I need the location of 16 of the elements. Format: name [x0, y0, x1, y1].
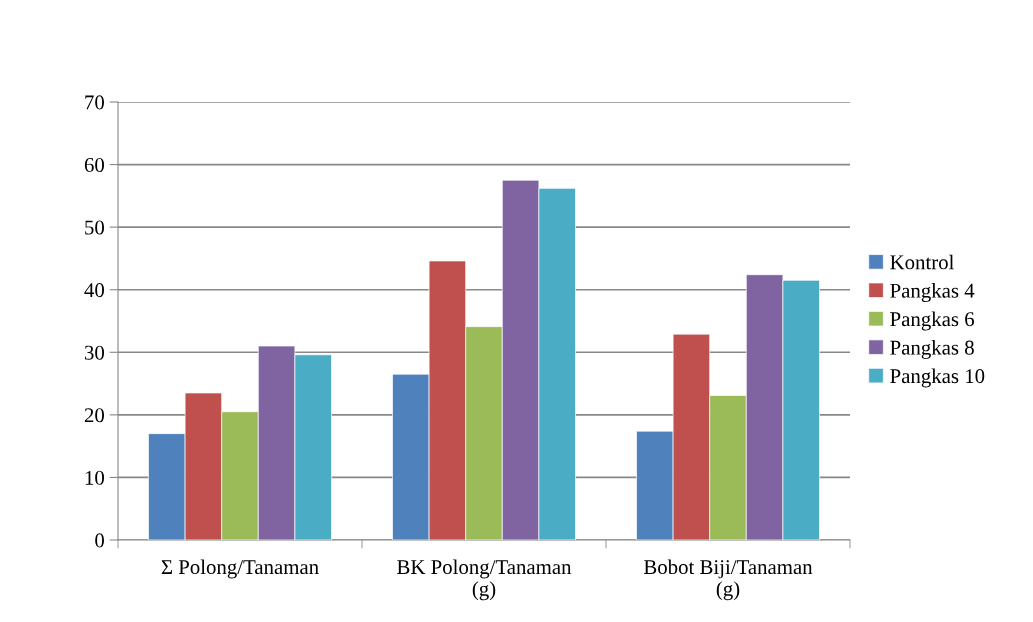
- legend-label: Pangkas 6: [890, 311, 975, 331]
- y-tick-label: 40: [84, 283, 105, 298]
- y-tick-label: 0: [95, 533, 105, 548]
- x-tick-label: Σ Polong/Tanaman: [161, 559, 319, 579]
- legend-label: Pangkas 8: [890, 340, 974, 359]
- x-tick-label: Bobot Biji/Tanaman (g): [643, 559, 813, 601]
- x-tick-label: BK Polong/Tanaman (g): [397, 559, 572, 601]
- legend-label: Pangkas 10: [890, 368, 985, 388]
- y-tick-label: 60: [84, 157, 105, 172]
- y-tick-label: 10: [85, 470, 105, 485]
- legend-label: Pangkas 4: [890, 283, 975, 303]
- y-tick-label: 30: [84, 345, 105, 360]
- y-tick-label: 50: [85, 220, 105, 235]
- y-tick-label: 70: [85, 95, 105, 110]
- y-tick-label: 20: [84, 408, 105, 423]
- legend-label: Kontrol: [890, 254, 954, 270]
